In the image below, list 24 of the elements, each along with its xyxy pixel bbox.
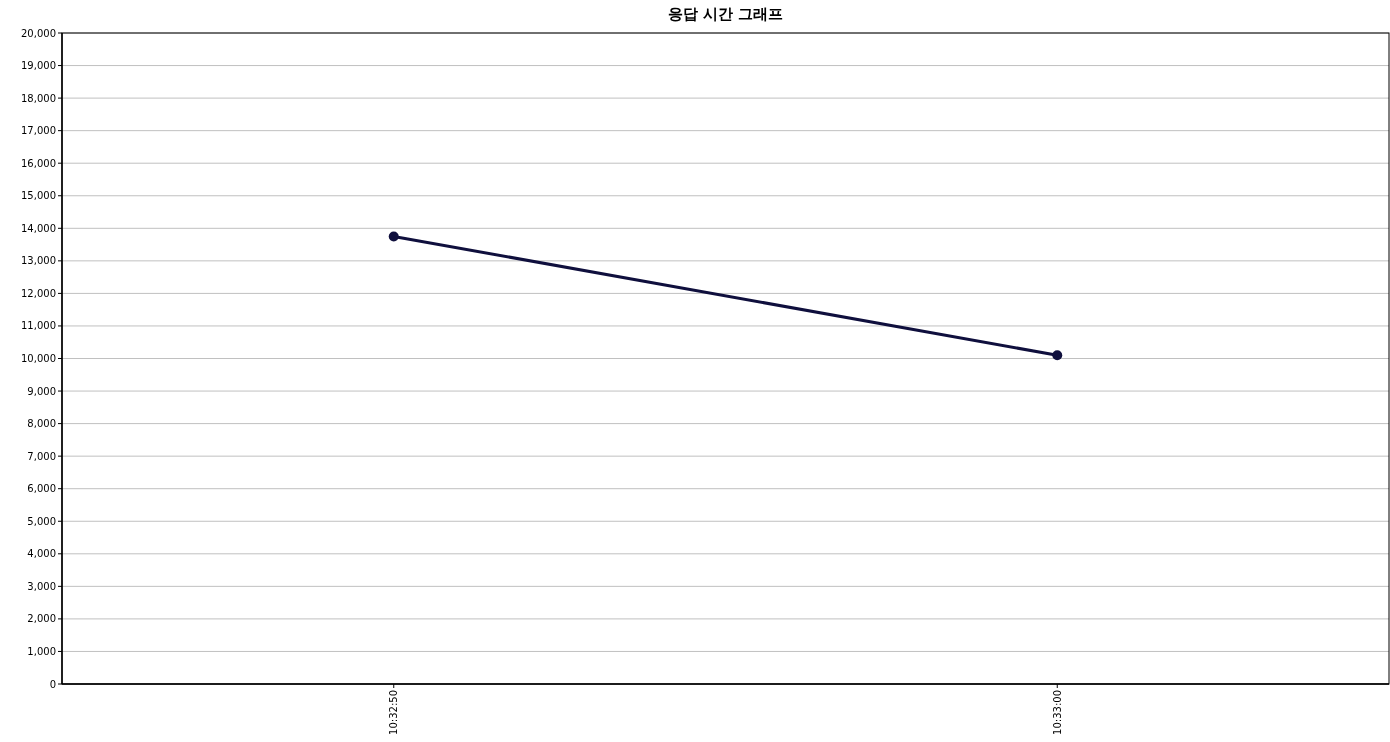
y-tick-label: 10,000 (21, 353, 56, 364)
y-tick-label: 15,000 (21, 190, 56, 202)
y-tick-label: 13,000 (21, 255, 56, 267)
y-tick-label: 11,000 (21, 320, 56, 332)
y-tick-label: 4,000 (27, 548, 56, 560)
chart-title: 응답 시간 그래프 (667, 5, 784, 23)
y-tick-label: 5,000 (27, 515, 56, 527)
x-tick-label: 10:33:00 (1051, 690, 1063, 735)
y-tick-label: 0 (49, 678, 56, 690)
x-tick-label: 10:32:50 (388, 690, 400, 735)
y-tick-label: 16,000 (21, 157, 56, 169)
y-tick-label: 12,000 (21, 287, 56, 299)
y-tick-label: 18,000 (21, 92, 56, 104)
y-tick-label: 2,000 (27, 613, 56, 625)
y-tick-label: 6,000 (27, 483, 56, 495)
y-tick-label: 17,000 (21, 125, 56, 137)
y-tick-label: 20,000 (21, 27, 56, 39)
y-tick-label: 19,000 (21, 60, 56, 72)
y-tick-label: 3,000 (27, 580, 56, 592)
y-tick-label: 9,000 (27, 385, 56, 397)
y-tick-label: 7,000 (27, 450, 56, 462)
y-tick-label: 14,000 (21, 222, 56, 234)
y-tick-label: 1,000 (27, 645, 56, 657)
y-tick-label: 8,000 (27, 418, 56, 430)
